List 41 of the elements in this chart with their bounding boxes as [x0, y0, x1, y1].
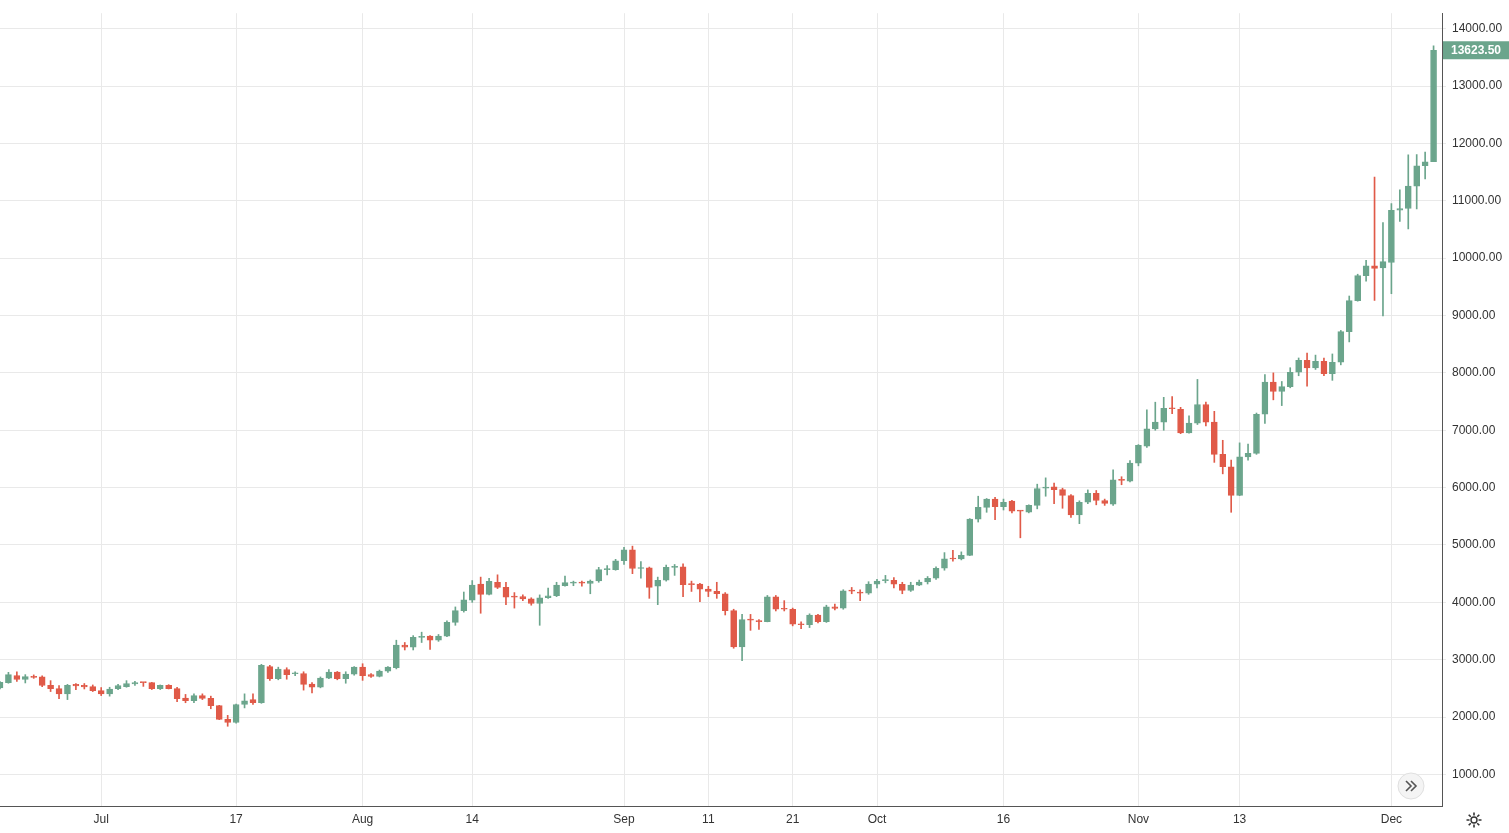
candlestick: [1421, 151, 1429, 180]
y-tick-label: 8000.00: [1452, 365, 1496, 380]
candlestick: [578, 580, 586, 587]
candlestick: [848, 587, 856, 595]
y-tick-label: 1000.00: [1452, 766, 1496, 781]
candlestick: [713, 581, 721, 599]
candlestick: [1050, 482, 1058, 505]
candlestick: [1278, 381, 1286, 406]
x-tick-label: Nov: [1127, 811, 1150, 826]
candlestick: [949, 549, 957, 562]
x-tick-label: Dec: [1380, 811, 1403, 826]
x-tick-label: 17: [229, 811, 244, 826]
y-tick-label: 2000.00: [1452, 709, 1496, 724]
y-tick-label: 14000.00: [1452, 21, 1503, 35]
x-tick-label: Aug: [351, 811, 374, 826]
x-tick-label: 11: [702, 811, 715, 826]
y-tick-label: 6000.00: [1452, 479, 1496, 494]
y-tick-label: 5000.00: [1452, 537, 1496, 552]
y-tick-label: 13000.00: [1452, 78, 1503, 93]
candlestick: [586, 579, 594, 595]
y-tick-label: 11000.00: [1452, 193, 1502, 208]
candlestick: [1396, 189, 1404, 222]
y-tick-label: 7000.00: [1452, 422, 1496, 437]
candlestick: [1151, 401, 1159, 431]
y-tick-label: 3000.00: [1452, 652, 1496, 667]
x-tick-label: 14: [465, 811, 480, 826]
candlestick: [1168, 396, 1176, 414]
annotation: 13623.50: [1450, 42, 1502, 57]
y-tick-label: 9000.00: [1452, 307, 1496, 322]
y-tick-label: 4000.00: [1452, 594, 1496, 609]
y-tick-label: 10000.00: [1452, 250, 1503, 265]
candlestick: [856, 589, 864, 601]
x-tick-label: Oct: [867, 811, 887, 826]
x-tick-label: Jul: [93, 811, 109, 826]
x-tick-label: 13: [1232, 811, 1247, 826]
candlestick: [536, 594, 544, 626]
y-tick-label: 12000.00: [1452, 135, 1503, 150]
x-tick-label: 21: [786, 811, 800, 826]
x-tick-label: 16: [996, 811, 1011, 826]
candlestick: [780, 600, 788, 612]
x-tick-label: Sep: [613, 811, 636, 826]
